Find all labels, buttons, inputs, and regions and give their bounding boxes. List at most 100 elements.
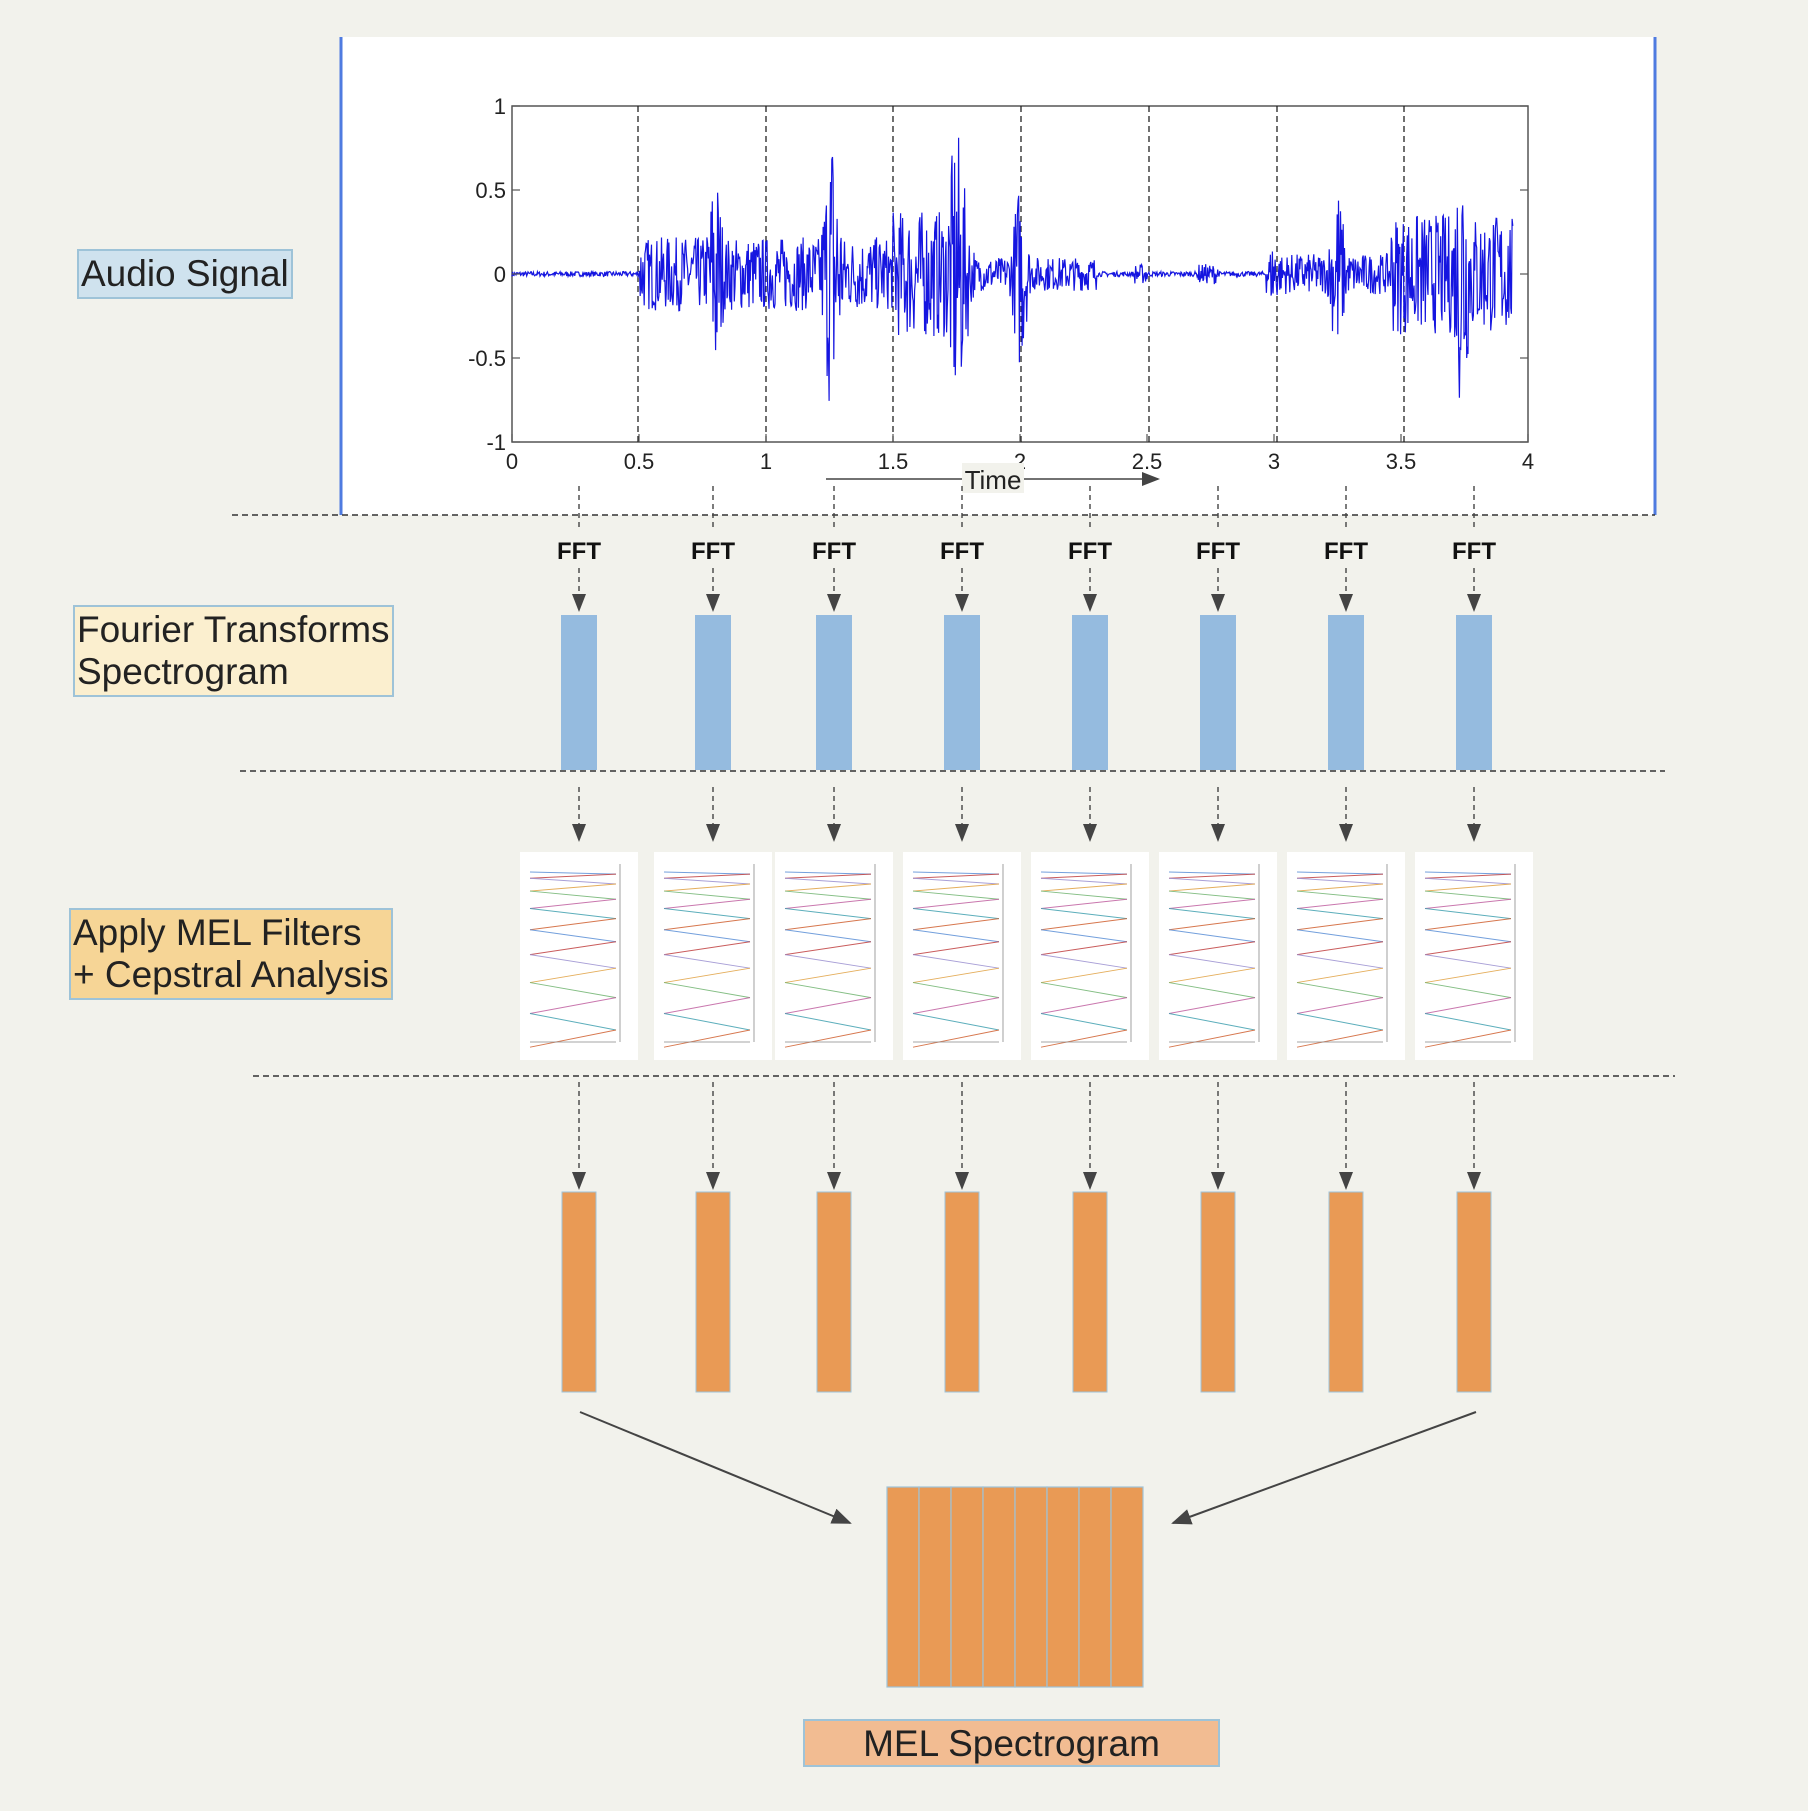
mel-filter-line: [784, 929, 872, 943]
mel-coefficient-bar: [1328, 1191, 1364, 1393]
mel-filter-line: [1040, 898, 1128, 909]
mel-filter-line: [1424, 883, 1512, 892]
mel-filter-line: [912, 941, 1000, 956]
frame-column-4: FFT: [903, 486, 1021, 1393]
mel-filter-line: [912, 871, 1000, 875]
mel-filter-line: [529, 929, 617, 943]
fft-label: FFT: [1196, 538, 1240, 565]
y-tick-label: -0.5: [468, 346, 506, 371]
mel-filter-line: [663, 967, 751, 984]
y-tick-label: -1: [486, 430, 506, 455]
mel-filter-line: [1168, 871, 1256, 875]
mel-filter-line: [1424, 967, 1512, 984]
mel-filter-line: [1040, 982, 1128, 999]
mel-filter-line: [1424, 871, 1512, 875]
y-tick-label: 0: [494, 262, 506, 287]
fft-spectrum-bar: [1200, 615, 1236, 770]
mel-filter-line: [912, 918, 1000, 931]
mel-spectrogram-column: [918, 1486, 952, 1688]
fft-spectrum-bar: [1456, 615, 1492, 770]
mel-label-line-2: + Cepstral Analysis: [73, 954, 389, 995]
x-tick-label: 1.5: [878, 449, 909, 474]
fft-label: FFT: [691, 538, 735, 565]
mel-filter-line: [784, 898, 872, 909]
merge-arrow-right: [1171, 1411, 1477, 1525]
mel-filter-line: [1424, 997, 1512, 1014]
mel-spectrogram-column: [982, 1486, 1016, 1688]
fft-label: FFT: [940, 538, 984, 565]
frame-column-7: FFT: [1287, 486, 1405, 1393]
mel-filter-line: [784, 918, 872, 931]
fourier-label-line-1: Fourier Transforms: [77, 609, 390, 650]
mel-filter-line: [663, 997, 751, 1014]
mel-filter-line: [1168, 873, 1256, 879]
mel-filter-line: [529, 890, 617, 900]
fft-spectrum-bar: [695, 615, 731, 770]
frame-column-6: FFT: [1159, 486, 1277, 1393]
mel-filter-line: [1296, 883, 1384, 892]
mel-filter-line: [1168, 907, 1256, 920]
mel-filter-line: [912, 907, 1000, 920]
mel-filter-line: [1296, 873, 1384, 879]
y-tick-label: 0.5: [475, 178, 506, 203]
merge-arrow-left: [579, 1411, 852, 1524]
mel-filter-line: [784, 871, 872, 875]
mel-filter-line: [663, 982, 751, 999]
mel-filter-line: [529, 997, 617, 1014]
mel-filter-line: [1296, 1012, 1384, 1031]
fft-spectrum-bar: [1328, 615, 1364, 770]
mel-coefficient-bar: [1456, 1191, 1492, 1393]
mel-coefficient-bar: [1200, 1191, 1236, 1393]
mel-filter-line: [1168, 954, 1256, 969]
mel-filter-line: [663, 873, 751, 879]
mel-filter-line: [784, 982, 872, 999]
x-tick-label: 3.5: [1386, 449, 1417, 474]
mel-filter-line: [1296, 967, 1384, 984]
mel-filter-line: [663, 918, 751, 931]
mel-filter-line: [1296, 918, 1384, 931]
fft-spectrum-bar: [816, 615, 852, 770]
mel-filter-line: [529, 918, 617, 931]
mel-filter-line: [529, 873, 617, 879]
mel-filter-line: [784, 890, 872, 900]
mel-coefficient-bar: [1072, 1191, 1108, 1393]
mel-filter-line: [912, 877, 1000, 885]
x-tick-label: 2.5: [1132, 449, 1163, 474]
mel-filter-line: [1296, 997, 1384, 1014]
mel-filter-line: [784, 997, 872, 1014]
mel-filter-line: [784, 907, 872, 920]
mel-filter-line: [1296, 871, 1384, 875]
frame-column-5: FFT: [1031, 486, 1149, 1393]
audio-signal-label: Audio Signal: [77, 249, 293, 299]
mel-filter-line: [663, 898, 751, 909]
mel-filter-line: [1040, 873, 1128, 879]
mel-filter-line: [529, 1012, 617, 1031]
mel-filter-line: [1296, 1029, 1384, 1048]
mel-filter-line: [1168, 898, 1256, 909]
mel-filter-line: [1424, 1012, 1512, 1031]
mel-filter-line: [1424, 918, 1512, 931]
mel-coefficient-bar: [561, 1191, 597, 1393]
mel-spectrogram-block: [886, 1486, 1144, 1688]
waveform-x-axis: 0 0.5 1 1.5 2 2.5 3 3.5 4: [506, 434, 1534, 474]
mel-filter-line: [1168, 929, 1256, 943]
mel-filter-line: [663, 871, 751, 875]
mel-filter-line: [1040, 907, 1128, 920]
mel-filter-line: [1168, 997, 1256, 1014]
mel-filter-line: [1168, 890, 1256, 900]
mel-filter-line: [1168, 941, 1256, 956]
frame-column-1: FFT: [520, 486, 638, 1393]
mel-filter-line: [1040, 1012, 1128, 1031]
mel-filter-line: [663, 929, 751, 943]
mel-filter-line: [1040, 871, 1128, 875]
mel-filter-line: [784, 941, 872, 956]
mel-filter-line: [1424, 954, 1512, 969]
mel-filter-line: [663, 1029, 751, 1048]
mel-filter-line: [1168, 982, 1256, 999]
x-tick-label: 3: [1268, 449, 1280, 474]
mel-filter-line: [912, 997, 1000, 1014]
mel-filter-line: [784, 1029, 872, 1048]
mel-filter-line: [784, 954, 872, 969]
mel-filter-line: [1296, 982, 1384, 999]
